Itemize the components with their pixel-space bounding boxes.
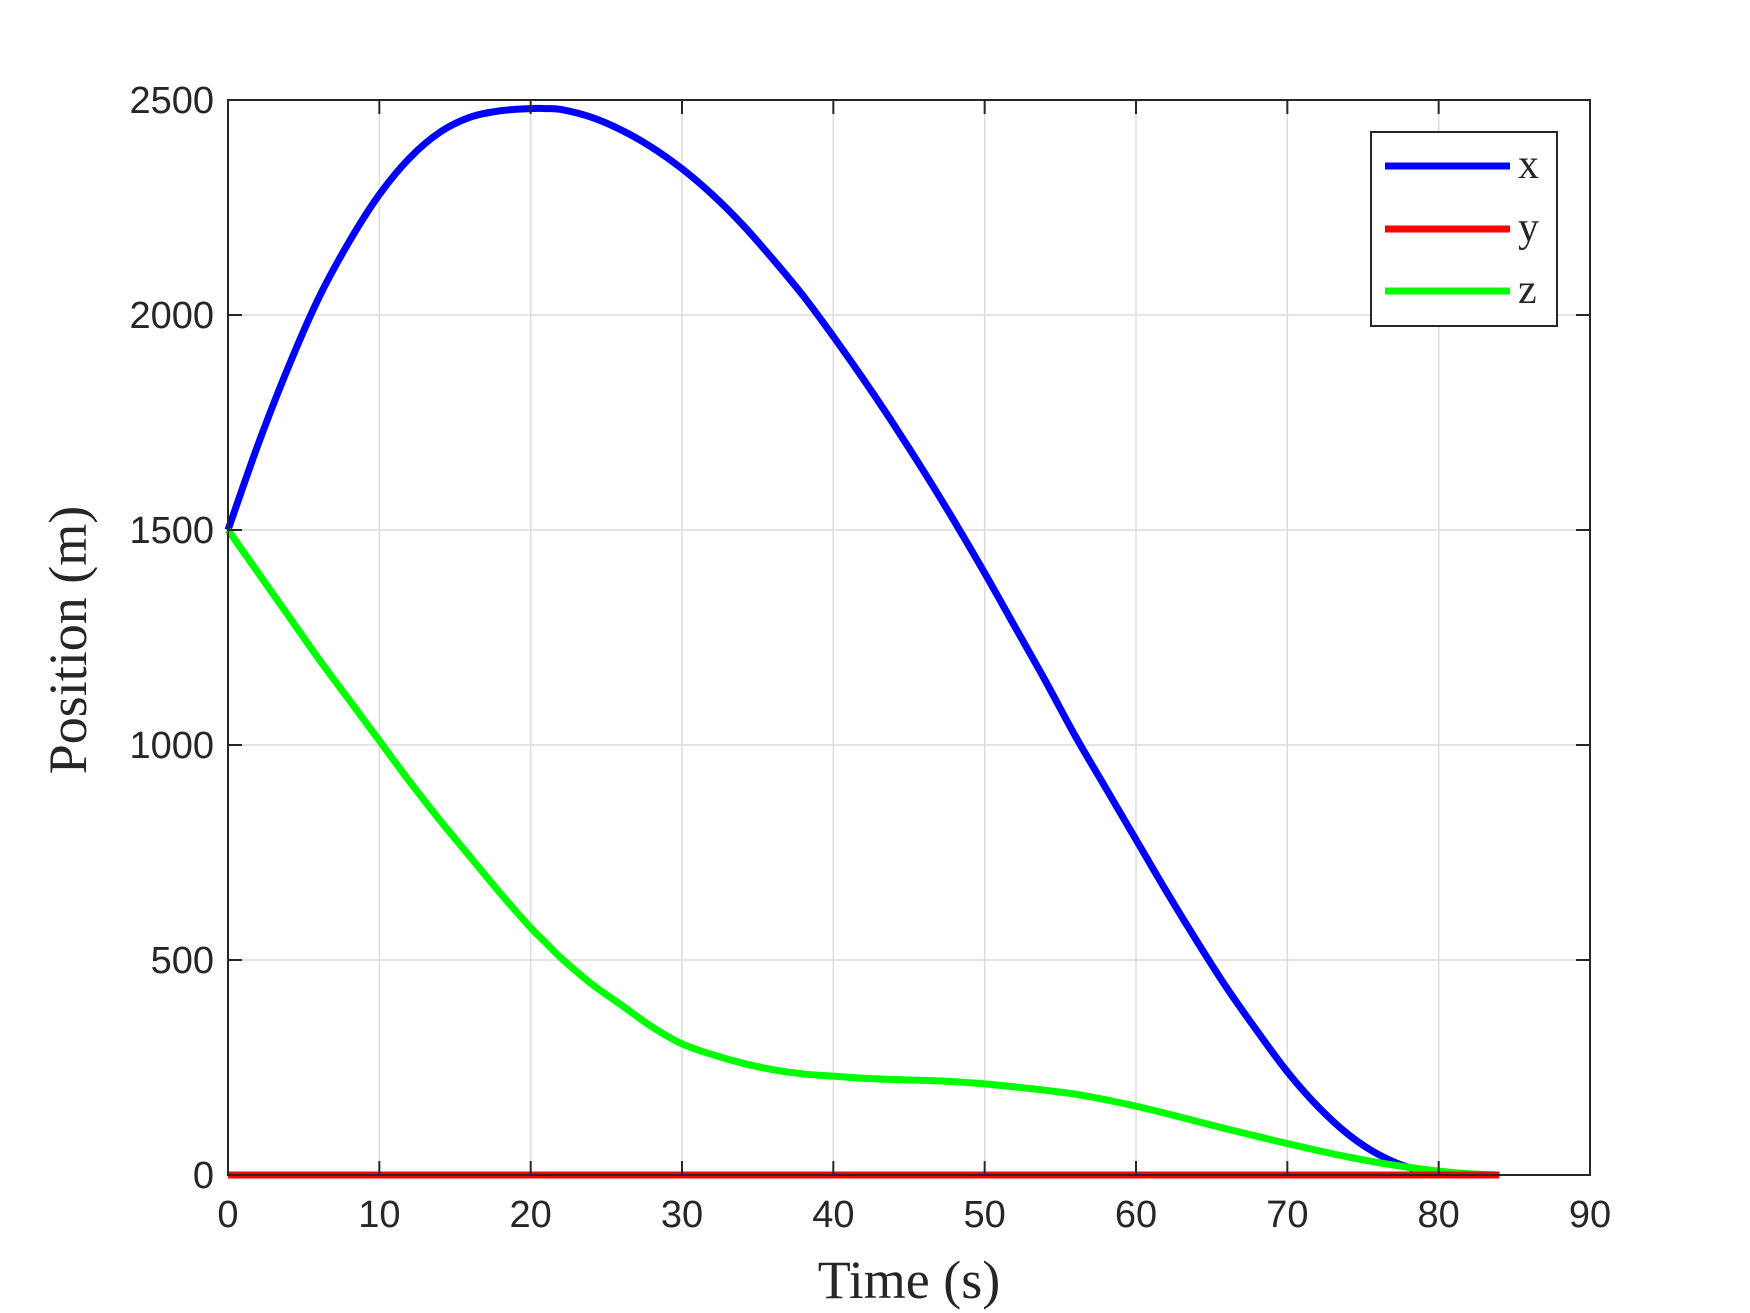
axes-box bbox=[227, 99, 1591, 1176]
x-axis-title: Time (s) bbox=[818, 1250, 1001, 1310]
x-tick-label: 40 bbox=[812, 1194, 854, 1236]
x-tick-label: 90 bbox=[1569, 1194, 1611, 1236]
y-tick-label: 2500 bbox=[129, 80, 214, 122]
series-line-x bbox=[224, 104, 1500, 1179]
x-tick-label: 80 bbox=[1418, 1194, 1460, 1236]
x-tick-label: 10 bbox=[358, 1194, 400, 1236]
y-tick-label: 0 bbox=[193, 1155, 214, 1197]
x-tick-label: 0 bbox=[217, 1194, 238, 1236]
legend-label-z: z bbox=[1518, 267, 1537, 313]
x-tick-label: 60 bbox=[1115, 1194, 1157, 1236]
x-tick-label: 30 bbox=[661, 1194, 703, 1236]
y-tick-label: 1000 bbox=[129, 725, 214, 767]
x-tick-label: 50 bbox=[964, 1194, 1006, 1236]
y-tick-label: 2000 bbox=[129, 295, 214, 337]
legend-label-x: x bbox=[1518, 142, 1539, 188]
legend: x y z bbox=[1370, 131, 1558, 327]
series-line-z bbox=[225, 527, 1500, 1179]
tick-labels: 0 10 20 30 40 50 60 70 80 90 0 500 1000 1500 2000 2500 bbox=[129, 80, 1611, 1236]
x-tick-label: 70 bbox=[1266, 1194, 1308, 1236]
legend-label-y: y bbox=[1518, 205, 1539, 251]
ticks bbox=[227, 99, 1591, 1176]
y-tick-label: 500 bbox=[151, 940, 214, 982]
x-tick-label: 20 bbox=[510, 1194, 552, 1236]
y-tick-label: 1500 bbox=[129, 510, 214, 552]
y-axis-title: Position (m) bbox=[38, 506, 98, 775]
